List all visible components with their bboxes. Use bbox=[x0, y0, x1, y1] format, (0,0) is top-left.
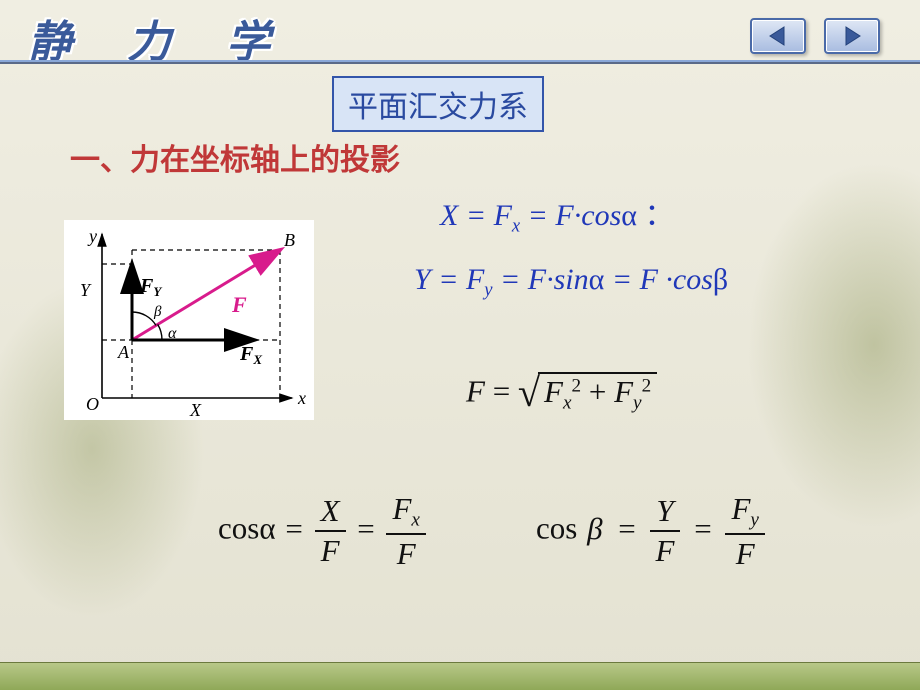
t: Y bbox=[650, 494, 681, 528]
label-B: B bbox=[284, 230, 295, 250]
formula-cos-beta: cos β = Y F = Fy F bbox=[536, 492, 767, 571]
fraction: Y F bbox=[650, 494, 681, 568]
t: = bbox=[466, 199, 486, 232]
nav-buttons bbox=[750, 18, 880, 54]
arc-beta bbox=[132, 312, 156, 325]
arc-alpha bbox=[158, 324, 162, 340]
t: cos bbox=[218, 511, 259, 546]
formula-fx: X = Fx = F·cosα ： bbox=[440, 190, 680, 238]
t: β bbox=[587, 511, 602, 546]
t: x bbox=[411, 510, 420, 531]
t: F bbox=[466, 373, 485, 408]
t: = bbox=[528, 199, 548, 232]
label-alpha: α bbox=[168, 325, 177, 342]
label-O: O bbox=[86, 394, 99, 414]
radical-icon: √ bbox=[518, 375, 540, 420]
t: 2 bbox=[642, 375, 652, 396]
t: = bbox=[285, 511, 302, 546]
fraction: X F bbox=[315, 494, 346, 568]
t: x bbox=[563, 393, 572, 414]
t: F ·cos bbox=[640, 263, 713, 296]
sqrt: √ Fx2 + Fy2 bbox=[518, 372, 657, 417]
formula-cos-alpha: cosα = X F = Fx F bbox=[218, 492, 428, 571]
label-y: y bbox=[87, 226, 97, 246]
t: = bbox=[438, 263, 458, 296]
force-diagram: y x O X Y A B F α β FX FY bbox=[64, 220, 314, 420]
triangle-left-icon bbox=[766, 24, 790, 48]
t: + bbox=[589, 374, 606, 409]
t: α bbox=[621, 199, 637, 232]
fraction: Fy F bbox=[725, 492, 764, 571]
formula-fy: Y = Fy = F·sinα = F ·cosβ bbox=[414, 263, 728, 302]
t: = bbox=[618, 511, 635, 546]
label-Y: Y bbox=[80, 280, 92, 300]
t: α bbox=[589, 263, 605, 296]
t: x bbox=[512, 216, 520, 237]
label-x: x bbox=[297, 388, 306, 408]
t: Y bbox=[414, 263, 431, 296]
next-button[interactable] bbox=[824, 18, 880, 54]
t: cos bbox=[536, 511, 577, 546]
label-A: A bbox=[117, 342, 130, 362]
t: F bbox=[650, 534, 681, 568]
fraction: Fx F bbox=[386, 492, 425, 571]
t: y bbox=[484, 280, 492, 301]
t: = bbox=[612, 263, 632, 296]
t: β bbox=[713, 263, 728, 296]
t: F·sin bbox=[528, 263, 589, 296]
t: F bbox=[544, 374, 563, 409]
t: ： bbox=[644, 199, 680, 232]
t: = bbox=[493, 373, 510, 408]
t: y bbox=[633, 393, 642, 414]
t: = bbox=[357, 511, 374, 546]
t: F bbox=[386, 537, 425, 571]
t: F bbox=[466, 263, 484, 296]
t: 2 bbox=[572, 375, 582, 396]
t: F·cos bbox=[555, 199, 621, 232]
t: F bbox=[392, 491, 411, 526]
triangle-right-icon bbox=[840, 24, 864, 48]
t: X bbox=[440, 199, 458, 232]
t: X bbox=[315, 494, 346, 528]
t: = bbox=[694, 511, 711, 546]
t: F bbox=[614, 374, 633, 409]
label-F: F bbox=[231, 292, 247, 317]
t: α bbox=[259, 511, 275, 546]
section-title: 平面汇交力系 bbox=[332, 76, 544, 132]
radicand: Fx2 + Fy2 bbox=[538, 372, 657, 417]
label-Fx: FX bbox=[239, 343, 262, 367]
t: F bbox=[315, 534, 346, 568]
header-rule bbox=[0, 60, 920, 64]
t: F bbox=[725, 537, 764, 571]
formula-magnitude: F = √ Fx2 + Fy2 bbox=[466, 372, 657, 417]
heading-1: 一、力在坐标轴上的投影 bbox=[70, 135, 400, 179]
t: y bbox=[750, 510, 759, 531]
label-X: X bbox=[189, 400, 202, 420]
t: F bbox=[731, 491, 750, 526]
t: F bbox=[494, 199, 512, 232]
t: = bbox=[500, 263, 520, 296]
footer-bar bbox=[0, 662, 920, 690]
label-beta: β bbox=[153, 304, 162, 320]
prev-button[interactable] bbox=[750, 18, 806, 54]
label-Fy: FY bbox=[139, 275, 162, 299]
